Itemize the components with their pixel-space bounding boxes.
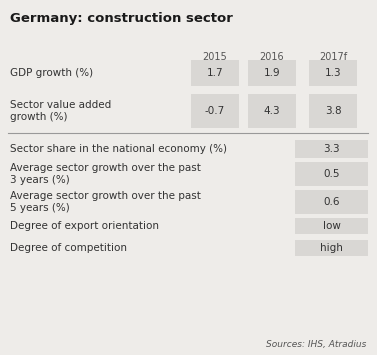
Text: 0.6: 0.6 xyxy=(323,197,340,207)
Text: Germany: construction sector: Germany: construction sector xyxy=(10,12,233,25)
Text: 2015: 2015 xyxy=(202,52,227,62)
Text: -0.7: -0.7 xyxy=(205,106,225,116)
Text: 3.8: 3.8 xyxy=(325,106,341,116)
Bar xyxy=(295,240,368,256)
Bar xyxy=(191,94,239,128)
Bar xyxy=(309,60,357,86)
Text: 1.3: 1.3 xyxy=(325,68,341,78)
Text: Sector value added
growth (%): Sector value added growth (%) xyxy=(10,100,111,122)
Text: 2016: 2016 xyxy=(260,52,284,62)
Bar xyxy=(295,140,368,158)
Text: Average sector growth over the past
5 years (%): Average sector growth over the past 5 ye… xyxy=(10,191,201,213)
Text: 0.5: 0.5 xyxy=(323,169,340,179)
Text: 1.9: 1.9 xyxy=(264,68,280,78)
Text: 3.3: 3.3 xyxy=(323,144,340,154)
Bar xyxy=(295,218,368,234)
Text: Sector share in the national economy (%): Sector share in the national economy (%) xyxy=(10,144,227,154)
Text: Degree of export orientation: Degree of export orientation xyxy=(10,221,159,231)
Text: high: high xyxy=(320,243,343,253)
Bar xyxy=(248,94,296,128)
Text: 2017f: 2017f xyxy=(319,52,347,62)
Bar xyxy=(295,190,368,214)
Bar xyxy=(248,60,296,86)
Text: Sources: IHS, Atradius: Sources: IHS, Atradius xyxy=(266,340,366,349)
Text: low: low xyxy=(323,221,340,231)
Text: 1.7: 1.7 xyxy=(207,68,223,78)
Text: GDP growth (%): GDP growth (%) xyxy=(10,68,93,78)
Bar xyxy=(295,162,368,186)
Text: Average sector growth over the past
3 years (%): Average sector growth over the past 3 ye… xyxy=(10,163,201,185)
Text: Degree of competition: Degree of competition xyxy=(10,243,127,253)
Bar xyxy=(191,60,239,86)
Text: 4.3: 4.3 xyxy=(264,106,280,116)
Bar xyxy=(309,94,357,128)
